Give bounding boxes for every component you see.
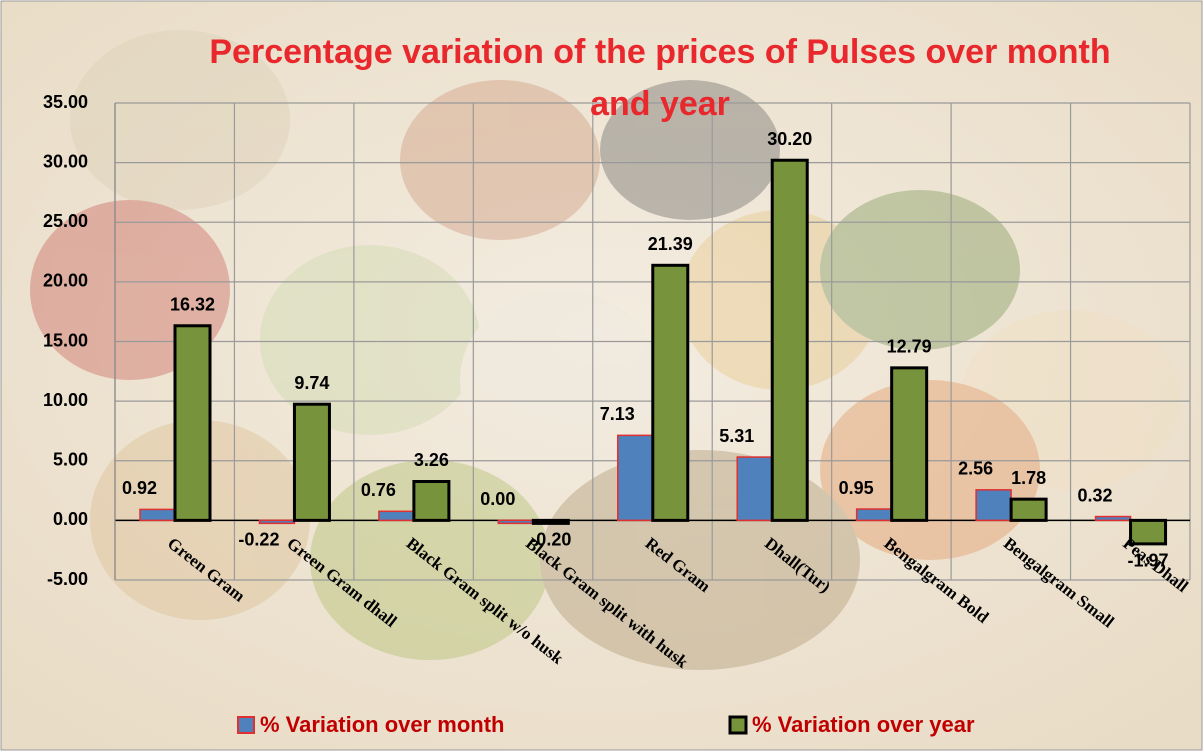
- bar: [412, 479, 451, 522]
- y-tick-label: 20.00: [43, 271, 88, 291]
- y-tick-label: 35.00: [43, 92, 88, 112]
- y-tick-label: 10.00: [43, 390, 88, 410]
- bar: [292, 402, 331, 522]
- bar: [651, 263, 690, 522]
- y-tick-label: 0.00: [53, 509, 88, 529]
- bar: [617, 434, 654, 522]
- value-label: -1.97: [1128, 551, 1169, 571]
- bar: [1129, 518, 1168, 546]
- value-label: 0.95: [839, 478, 874, 498]
- value-label: 5.31: [719, 426, 754, 446]
- legend-label: % Variation over year: [752, 712, 975, 737]
- legend-swatch: [728, 715, 748, 735]
- bar: [855, 508, 893, 522]
- y-tick-label: -5.00: [47, 569, 88, 589]
- value-label: 12.79: [887, 337, 932, 357]
- bar: [258, 519, 296, 525]
- legend-swatch: [237, 716, 255, 734]
- legend-label: % Variation over month: [260, 712, 505, 737]
- y-tick-label: 25.00: [43, 211, 88, 231]
- bar: [736, 456, 773, 522]
- value-label: 1.78: [1011, 468, 1046, 488]
- y-tick-label: 5.00: [53, 450, 88, 470]
- value-label: 21.39: [648, 234, 693, 254]
- value-label: 16.32: [170, 295, 215, 315]
- bar: [139, 508, 176, 522]
- value-label: 9.74: [294, 373, 329, 393]
- bar: [770, 158, 809, 522]
- value-label: 3.26: [414, 450, 449, 470]
- bar: [531, 518, 570, 525]
- value-label: 0.32: [1078, 485, 1113, 505]
- bar: [378, 510, 415, 522]
- bar: [975, 489, 1012, 522]
- value-label: 7.13: [600, 404, 635, 424]
- value-label: 30.20: [767, 129, 812, 149]
- bar: [173, 324, 212, 522]
- value-label: 2.56: [958, 459, 993, 479]
- bar: [1094, 515, 1132, 522]
- y-tick-label: 30.00: [43, 151, 88, 171]
- value-label: 0.76: [361, 480, 396, 500]
- value-label: -0.22: [238, 530, 279, 550]
- bar: [497, 519, 535, 525]
- value-label: 0.92: [122, 478, 157, 498]
- bar: [890, 366, 929, 522]
- y-tick-label: 15.00: [43, 330, 88, 350]
- bar: [1009, 497, 1048, 522]
- value-label: -0.20: [530, 530, 571, 550]
- chart-title: Percentage variation of the prices of Pu…: [209, 33, 1111, 123]
- value-label: 0.00: [480, 489, 515, 509]
